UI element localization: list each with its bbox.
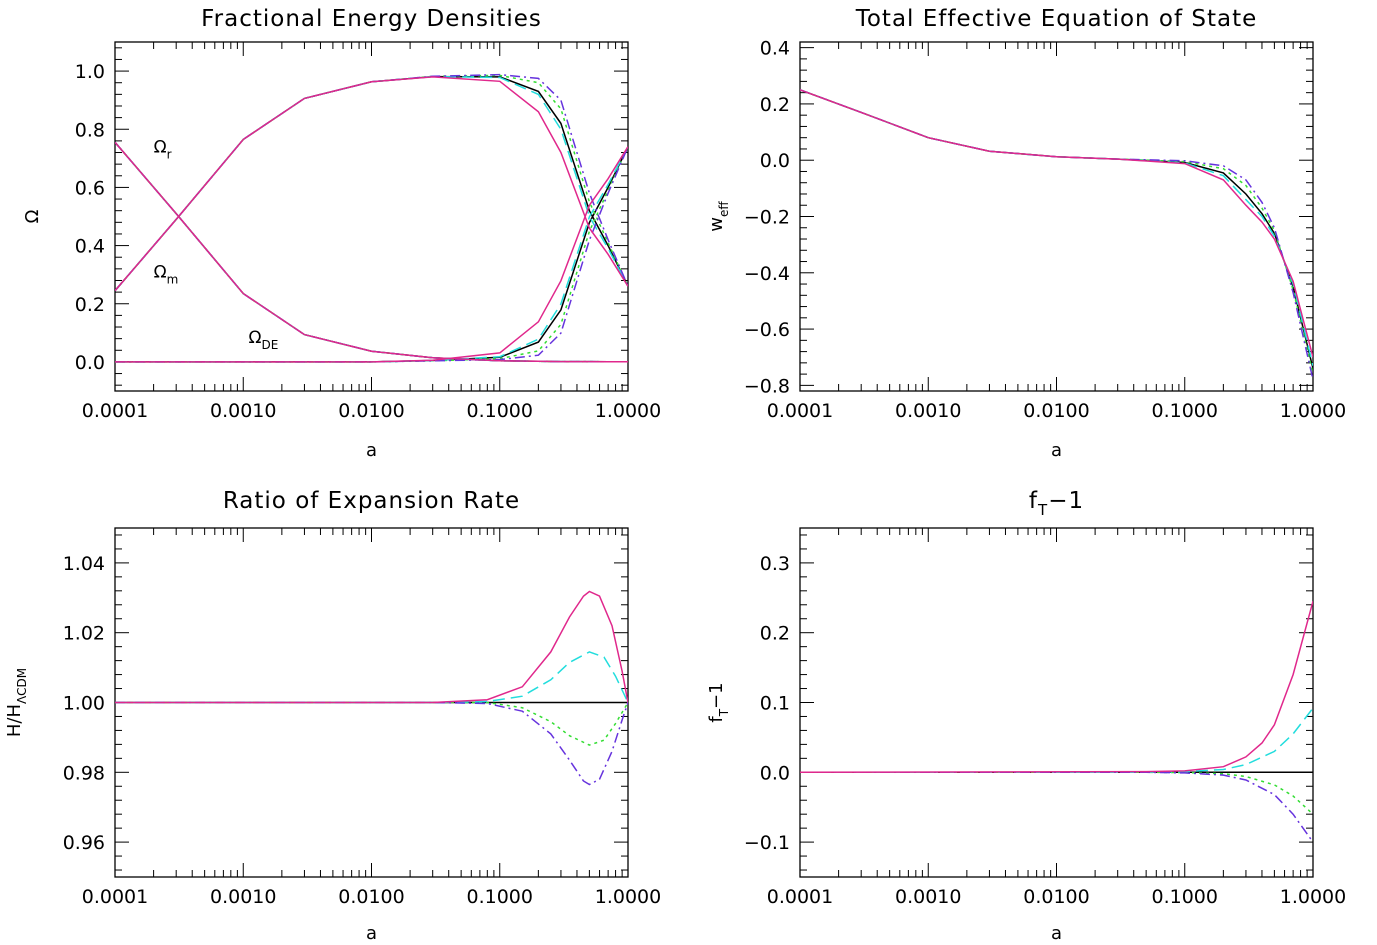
- series-line-green: [800, 771, 1313, 815]
- panel-ft: fT−1 0.0001 0.0010 0.0100 0.1000 1.0000 −0.1 0.…: [706, 488, 1346, 944]
- x-tick-label: 0.0100: [338, 886, 404, 908]
- series-line-purple: [800, 771, 1313, 843]
- x-tick-label: 0.1000: [467, 400, 533, 422]
- panel-hratio: Ratio of Expansion Rate 0.0001 0.0010 0.010…: [4, 488, 661, 944]
- series-line-lcdm-radiation: [115, 141, 628, 363]
- series-line-magenta-de: [115, 146, 628, 363]
- x-tick-label: 0.0010: [210, 886, 276, 908]
- y-tick-label: 0.4: [75, 236, 105, 258]
- y-tick-label: 0.0: [760, 150, 790, 172]
- x-axis-label: a: [1051, 440, 1062, 461]
- x-axis-label: a: [366, 440, 377, 461]
- series-line-magenta: [800, 89, 1313, 358]
- series-line-green: [800, 89, 1313, 375]
- y-tick-label: 0.0: [75, 352, 105, 374]
- y-tick-label: 0.8: [75, 119, 105, 141]
- x-axis-label: a: [366, 923, 377, 944]
- series-line-green-radiation: [115, 141, 628, 363]
- series-line-magenta: [115, 590, 628, 704]
- y-tick-label: 0.98: [63, 762, 105, 784]
- y-tick-label: −0.1: [744, 832, 790, 854]
- chart-title: Fractional Energy Densities: [201, 6, 542, 32]
- series-group: [800, 89, 1313, 380]
- series-line-green-de: [115, 146, 628, 363]
- x-tick-label: 0.0010: [895, 400, 961, 422]
- series-line-green: [115, 701, 628, 746]
- y-tick-label: 0.2: [760, 623, 790, 645]
- x-tick-label: 0.1000: [1152, 886, 1218, 908]
- x-tick-label: 0.0010: [895, 886, 961, 908]
- x-tick-label: 1.0000: [1280, 400, 1346, 422]
- series-line-purple: [800, 89, 1313, 380]
- y-tick-label: −0.6: [744, 319, 790, 341]
- y-axis-label: weff: [706, 201, 731, 232]
- series-line-purple-radiation: [115, 141, 628, 363]
- x-tick-label: 0.0100: [1023, 886, 1089, 908]
- series-line-lcdm: [800, 89, 1313, 369]
- x-tick-label: 0.0001: [82, 886, 148, 908]
- x-axis-label: a: [1051, 923, 1062, 944]
- series-line-magenta: [800, 601, 1313, 774]
- x-tick-label: 0.1000: [1152, 400, 1218, 422]
- y-tick-label: 1.04: [63, 553, 105, 575]
- panel-weff: Total Effective Equation of State 0.0001 0…: [706, 6, 1346, 461]
- series-annotation: Ωr: [154, 138, 172, 162]
- y-axis-label: fT−1: [706, 682, 731, 722]
- chart-title: Ratio of Expansion Rate: [223, 488, 520, 514]
- series-line-cyan: [115, 651, 628, 704]
- x-tick-label: 0.0010: [210, 400, 276, 422]
- y-tick-label: 0.96: [63, 832, 105, 854]
- series-line-green-matter: [115, 74, 628, 292]
- y-tick-label: −0.8: [744, 375, 790, 397]
- series-annotation: ΩDE: [249, 328, 279, 352]
- series-line-lcdm-matter: [115, 75, 628, 292]
- series-group: [115, 73, 628, 363]
- x-tick-label: 0.0100: [338, 400, 404, 422]
- y-tick-label: 0.1: [760, 693, 790, 715]
- series-line-lcdm-de: [115, 146, 628, 363]
- x-tick-label: 1.0000: [595, 400, 661, 422]
- y-tick-label: 0.3: [760, 553, 790, 575]
- x-tick-label: 0.0001: [767, 886, 833, 908]
- series-line-cyan-de: [115, 146, 628, 363]
- series-line-purple: [115, 701, 628, 786]
- y-tick-label: 0.4: [760, 38, 790, 60]
- y-tick-label: 0.2: [75, 294, 105, 316]
- x-tick-label: 0.0001: [767, 400, 833, 422]
- y-axis-label: H/HΛCDM: [4, 668, 29, 737]
- plot-frame: [799, 41, 1314, 392]
- x-tick-label: 0.0100: [1023, 400, 1089, 422]
- series-line-purple-de: [115, 146, 628, 363]
- y-axis-label: Ω: [22, 209, 43, 223]
- y-tick-label: 1.00: [63, 693, 105, 715]
- series-line-cyan: [800, 89, 1313, 366]
- y-tick-label: 0.2: [760, 94, 790, 116]
- y-tick-label: 0.0: [760, 762, 790, 784]
- y-tick-label: 0.6: [75, 177, 105, 199]
- series-group: [115, 590, 628, 786]
- chart-title: Total Effective Equation of State: [855, 6, 1258, 32]
- y-tick-label: 1.0: [75, 61, 105, 83]
- series-group: [800, 601, 1313, 843]
- chart-title: fT−1: [1029, 488, 1084, 519]
- x-tick-label: 0.1000: [467, 886, 533, 908]
- series-line-cyan: [800, 707, 1313, 774]
- plot-frame: [114, 41, 629, 392]
- series-annotation: Ωm: [154, 263, 179, 287]
- series-line-magenta-radiation: [115, 141, 628, 363]
- y-tick-label: −0.4: [744, 263, 790, 285]
- y-tick-label: −0.2: [744, 207, 790, 229]
- series-line-cyan-radiation: [115, 141, 628, 363]
- y-tick-label: 1.02: [63, 623, 105, 645]
- x-tick-label: 0.0001: [82, 400, 148, 422]
- x-tick-label: 1.0000: [1280, 886, 1346, 908]
- series-line-magenta-matter: [115, 76, 628, 292]
- x-tick-label: 1.0000: [595, 886, 661, 908]
- panel-omega: Fractional Energy Densities 0.0001 0.0010 0…: [22, 6, 661, 461]
- plot-frame: [799, 527, 1314, 878]
- series-line-purple-matter: [115, 73, 628, 292]
